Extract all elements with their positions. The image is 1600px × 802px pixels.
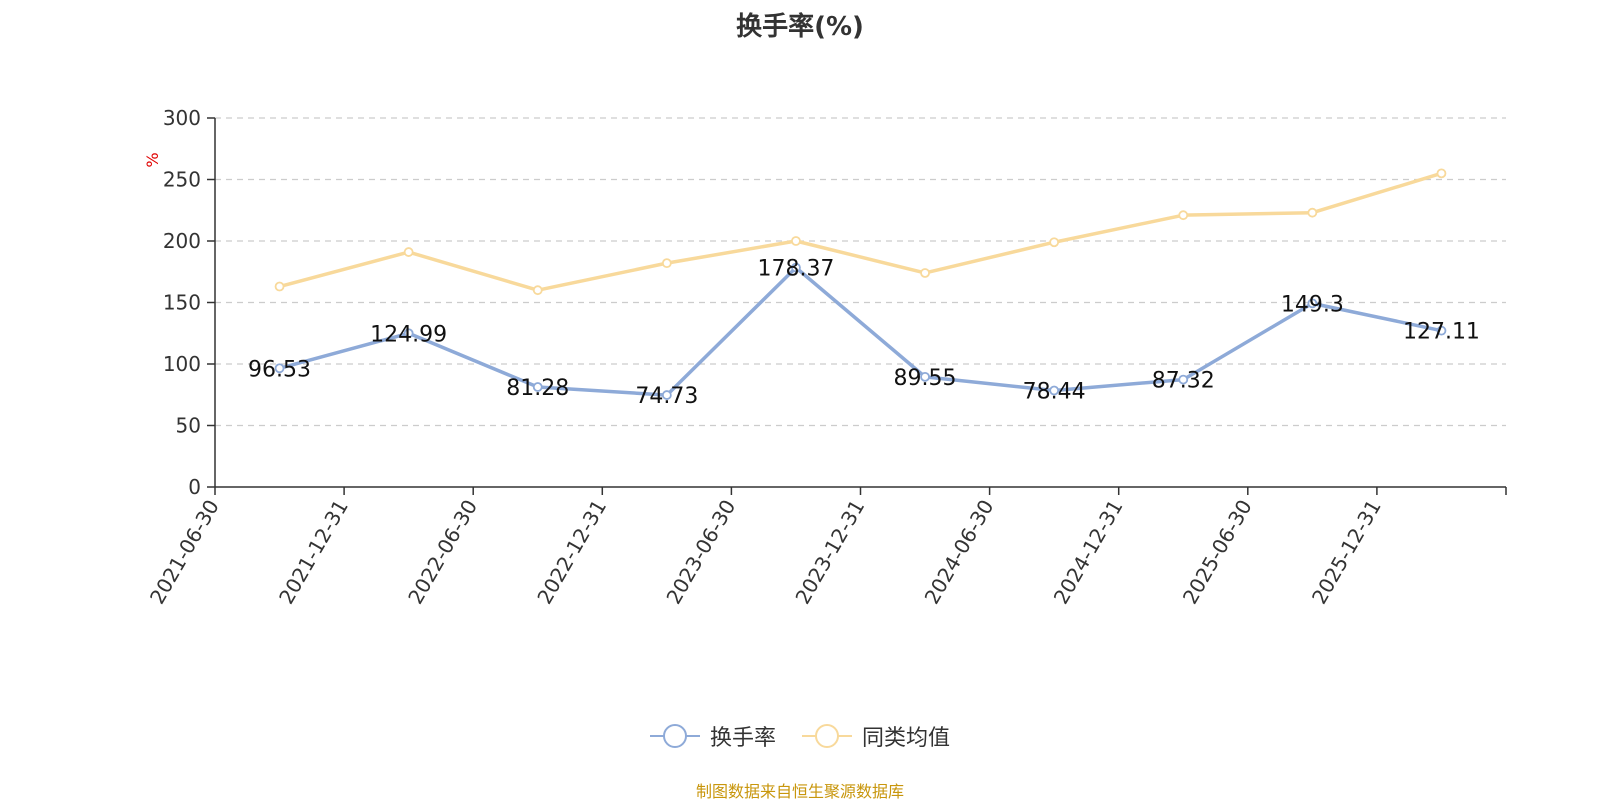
data-point-peer-average <box>1307 207 1318 218</box>
data-point-turnover <box>403 328 414 339</box>
x-tick-label: 2022-06-30 <box>403 496 482 609</box>
legend-marker-peer-average-icon <box>802 724 852 748</box>
data-point-turnover <box>920 371 930 382</box>
data-point-turnover <box>1178 374 1189 385</box>
data-label: 74.73 <box>635 384 698 409</box>
data-point-peer-average <box>1049 237 1060 248</box>
x-tick-label: 2021-06-30 <box>145 496 224 609</box>
data-point-turnover <box>1049 385 1060 396</box>
y-tick-label: 150 <box>163 291 201 315</box>
data-point-peer-average <box>661 258 672 269</box>
y-axis-label: % <box>143 152 162 167</box>
x-tick-label: 2023-12-31 <box>790 496 869 609</box>
data-point-peer-average <box>532 285 543 296</box>
data-label: 87.32 <box>1152 369 1215 394</box>
x-tick-label: 2022-12-31 <box>532 496 611 609</box>
data-point-turnover <box>1436 325 1447 336</box>
data-point-peer-average <box>791 236 801 246</box>
data-point-turnover <box>791 262 801 273</box>
y-tick-label: 0 <box>188 475 201 499</box>
data-label: 149.3 <box>1281 292 1344 317</box>
series-line-peer-average <box>279 171 1442 292</box>
x-tick-label: 2025-12-31 <box>1307 496 1386 609</box>
data-point-turnover <box>1307 298 1318 309</box>
x-tick-label: 2024-06-30 <box>920 496 999 609</box>
x-tick-label: 2024-12-31 <box>1049 496 1128 609</box>
y-tick-label: 300 <box>163 106 201 130</box>
data-point-peer-average <box>1436 168 1447 179</box>
data-label: 78.44 <box>1023 380 1086 405</box>
chart-title: 换手率(%) <box>736 12 864 42</box>
y-tick-label: 250 <box>163 168 201 192</box>
data-point-peer-average <box>403 247 414 257</box>
legend-label-peer-average: 同类均值 <box>862 726 951 751</box>
legend-label-turnover: 换手率 <box>709 726 776 751</box>
y-tick-label: 200 <box>163 229 201 253</box>
data-point-peer-average <box>920 268 930 278</box>
y-tick-label: 50 <box>176 414 201 438</box>
data-point-turnover <box>661 390 672 400</box>
data-label: 178.37 <box>757 257 834 282</box>
legend-item-turnover[interactable]: 换手率 <box>649 720 776 752</box>
legend-marker-turnover-icon <box>649 724 700 748</box>
data-point-turnover <box>532 382 543 392</box>
data-point-peer-average <box>1178 210 1189 221</box>
legend-item-peer-average[interactable]: 同类均值 <box>802 720 950 752</box>
data-label: 81.28 <box>506 376 569 401</box>
x-tick-label: 2021-12-31 <box>274 496 353 609</box>
data-point-turnover <box>274 363 285 374</box>
x-tick-label: 2025-06-30 <box>1178 496 1257 609</box>
series-line-turnover <box>279 265 1442 397</box>
y-tick-label: 100 <box>163 352 201 376</box>
data-label: 89.55 <box>894 366 957 391</box>
data-label: 96.53 <box>248 357 311 382</box>
legend: 换手率 同类均值 <box>0 720 1600 752</box>
data-point-peer-average <box>274 281 285 292</box>
source-footer: 制图数据来自恒生聚源数据库 <box>695 782 904 801</box>
data-label: 124.99 <box>370 322 447 347</box>
data-label: 127.11 <box>1403 320 1480 345</box>
x-tick-label: 2023-06-30 <box>661 496 740 609</box>
